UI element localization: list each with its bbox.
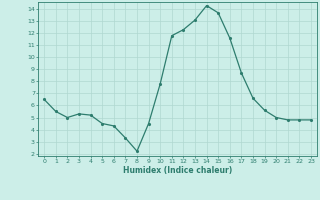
X-axis label: Humidex (Indice chaleur): Humidex (Indice chaleur) [123, 166, 232, 175]
